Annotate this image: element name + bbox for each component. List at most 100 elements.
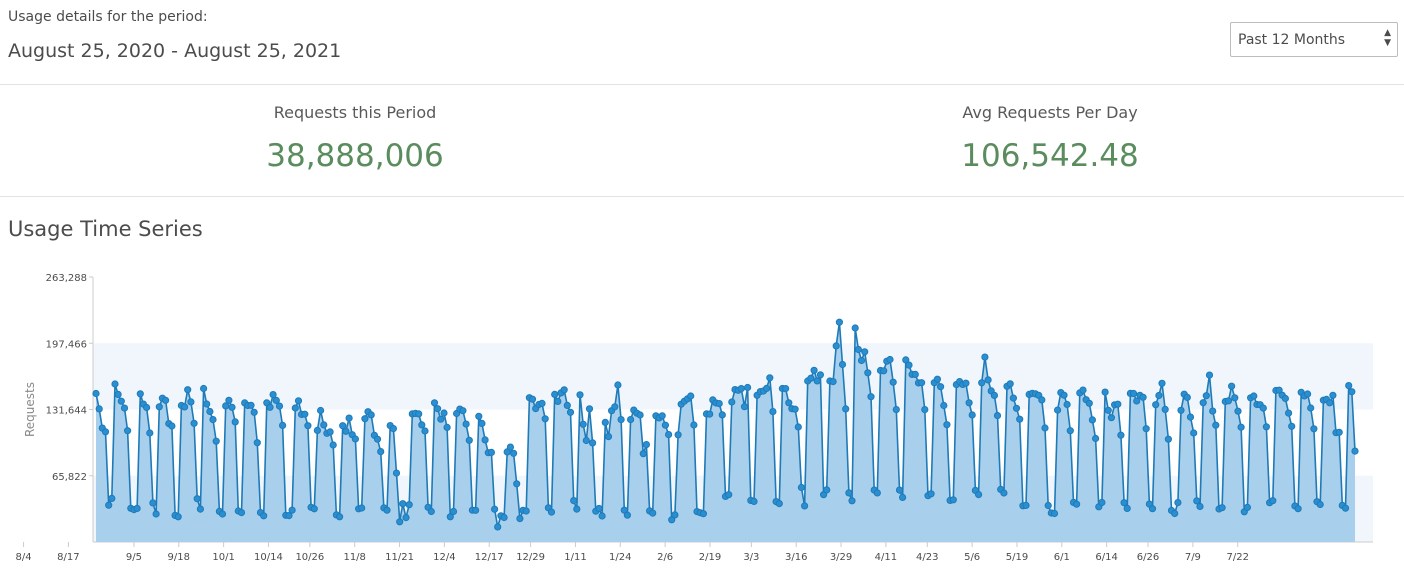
data-point: [320, 421, 328, 429]
data-point: [728, 398, 736, 406]
data-point: [465, 436, 473, 444]
data-point: [339, 422, 347, 430]
data-point: [589, 439, 597, 447]
data-point: [434, 405, 442, 413]
data-point: [247, 401, 255, 409]
data-point: [740, 403, 749, 411]
data-point: [301, 410, 309, 418]
data-point: [769, 408, 777, 416]
data-point: [317, 406, 325, 415]
data-point: [1218, 504, 1226, 512]
x-tick-label: 6/1: [1054, 552, 1070, 563]
data-point: [1351, 447, 1359, 455]
requests-period-value: 38,888,006: [266, 138, 444, 174]
data-point: [1177, 406, 1185, 414]
data-point: [345, 414, 353, 422]
x-tick-label: 10/14: [254, 552, 283, 563]
data-point: [1073, 500, 1081, 508]
data-point: [801, 502, 809, 510]
data-point: [1117, 431, 1125, 439]
data-point: [1114, 400, 1122, 408]
data-point: [361, 415, 369, 423]
data-point: [440, 409, 448, 417]
data-point: [494, 523, 502, 531]
data-point: [1316, 500, 1324, 509]
data-point: [1164, 435, 1173, 443]
data-point: [1186, 413, 1195, 421]
data-point: [1341, 504, 1350, 512]
data-point: [993, 412, 1002, 420]
data-point: [984, 376, 992, 384]
data-point: [838, 360, 847, 369]
data-point: [1326, 399, 1334, 407]
data-point: [1259, 404, 1267, 412]
usage-time-series-chart: 65,822 131,644 197,466 263,288 Requests 9/5 9/…: [16, 273, 1373, 563]
avg-requests-value: 106,542.48: [961, 138, 1139, 174]
data-point: [285, 512, 293, 520]
x-tick-label: 2/6: [657, 552, 673, 563]
data-point: [554, 397, 562, 405]
data-point: [1288, 422, 1296, 430]
x-tick-label: 10/1: [212, 552, 234, 563]
data-point: [570, 497, 578, 505]
data-point: [459, 407, 467, 415]
y-tick-label: 197,466: [46, 339, 87, 350]
data-point: [563, 401, 571, 409]
data-point: [143, 403, 151, 412]
data-point: [921, 406, 929, 414]
data-point: [250, 408, 258, 416]
data-point: [718, 411, 726, 419]
data-point: [1142, 425, 1150, 433]
x-tick-label: 7/22: [1226, 552, 1248, 563]
x-tick-label: 9/5: [126, 552, 142, 563]
data-point: [1107, 414, 1116, 422]
data-point: [446, 513, 454, 521]
data-point: [541, 415, 549, 423]
data-point: [478, 419, 486, 427]
data-point: [1190, 429, 1198, 437]
data-point: [1120, 499, 1128, 507]
data-point: [699, 510, 708, 518]
data-point: [522, 507, 530, 515]
data-point: [547, 508, 556, 516]
data-point: [1196, 502, 1204, 511]
data-point: [775, 500, 783, 508]
data-point: [617, 416, 625, 424]
data-point: [968, 411, 976, 419]
data-point: [200, 384, 208, 393]
data-point: [1348, 388, 1356, 396]
data-point: [899, 493, 907, 501]
data-point: [168, 422, 176, 430]
data-point: [206, 407, 214, 416]
data-point: [351, 435, 359, 443]
data-point: [506, 443, 514, 451]
data-point: [927, 490, 935, 498]
data-point: [962, 379, 970, 387]
data-point: [415, 410, 423, 418]
data-point: [785, 399, 793, 407]
data-point: [1148, 505, 1157, 513]
data-point: [949, 496, 957, 504]
data-point: [1285, 409, 1293, 417]
data-point: [1092, 434, 1100, 443]
data-point: [810, 366, 818, 374]
data-point: [766, 374, 774, 382]
data-point: [513, 480, 521, 488]
x-tick-label: 5/19: [1006, 552, 1028, 563]
data-point: [377, 448, 385, 456]
data-point: [383, 506, 391, 514]
data-point: [940, 401, 948, 410]
period-select[interactable]: Past 12 Months ▲ ▼: [1230, 22, 1398, 57]
data-point: [313, 426, 321, 434]
data-point: [1237, 423, 1245, 431]
data-point: [1281, 394, 1290, 403]
data-point: [807, 374, 815, 382]
data-point: [918, 379, 926, 387]
data-point: [1088, 416, 1097, 424]
data-point: [1307, 404, 1315, 412]
data-point: [427, 507, 435, 516]
x-tick-label: 11/21: [385, 552, 414, 563]
data-point: [437, 415, 445, 423]
y-tick-label: 263,288: [46, 273, 87, 284]
data-point: [1123, 504, 1131, 512]
